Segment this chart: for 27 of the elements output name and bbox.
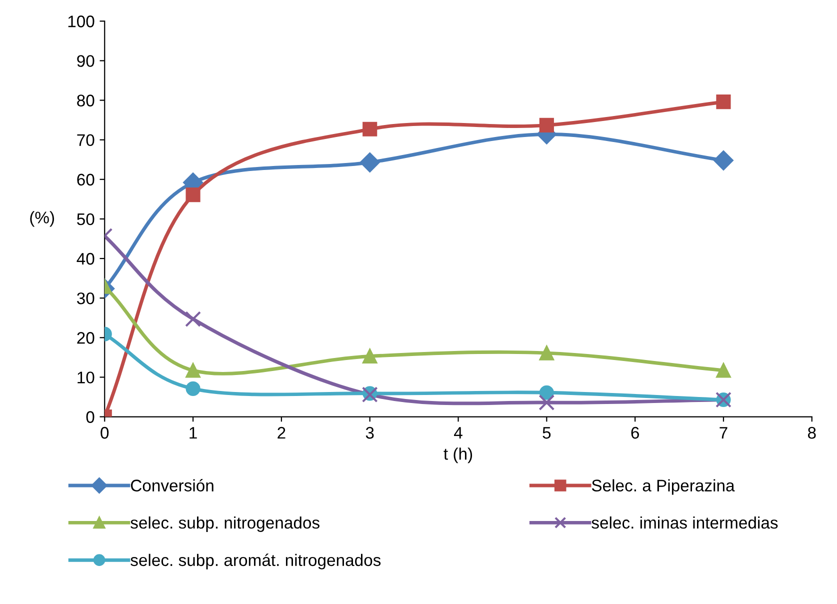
x-tick-label: 1 [190,427,197,439]
y-tick-label: 10 [78,372,94,384]
legend-label: selec. subp. nitrogenados [130,516,320,532]
x-tick-label: 2 [278,426,286,439]
y-tick-label: 40 [76,252,94,265]
legend-label: selec. subp. aromát. nitrogenados [130,554,381,570]
x-axis-title: t (h) [444,448,472,464]
x-tick-label: 8 [808,426,816,439]
y-tick-label: 90 [77,55,94,67]
x-tick-label: 6 [631,426,639,439]
legend-label: selec. iminas intermedias [592,516,778,529]
x-tick-label: 3 [366,426,374,439]
legend-label: Conversión [130,479,214,492]
y-tick-label: 30 [77,292,94,304]
y-tick-label: 70 [77,134,94,146]
legend-label: Selec. a Piperazina [592,479,735,495]
y-tick-label: 100 [68,16,94,28]
y-tick-label: 20 [77,332,94,344]
y-tick-label: 50 [77,213,94,226]
y-tick-label: 60 [77,174,94,186]
x-tick-label: 0 [100,426,109,439]
y-tick-label: 0 [86,411,94,423]
x-tick-label: 7 [720,427,728,439]
y-axis-title: (%) [30,211,54,227]
x-tick-label: 5 [542,427,551,439]
x-tick-label: 4 [454,427,462,439]
y-tick-label: 80 [77,94,94,106]
